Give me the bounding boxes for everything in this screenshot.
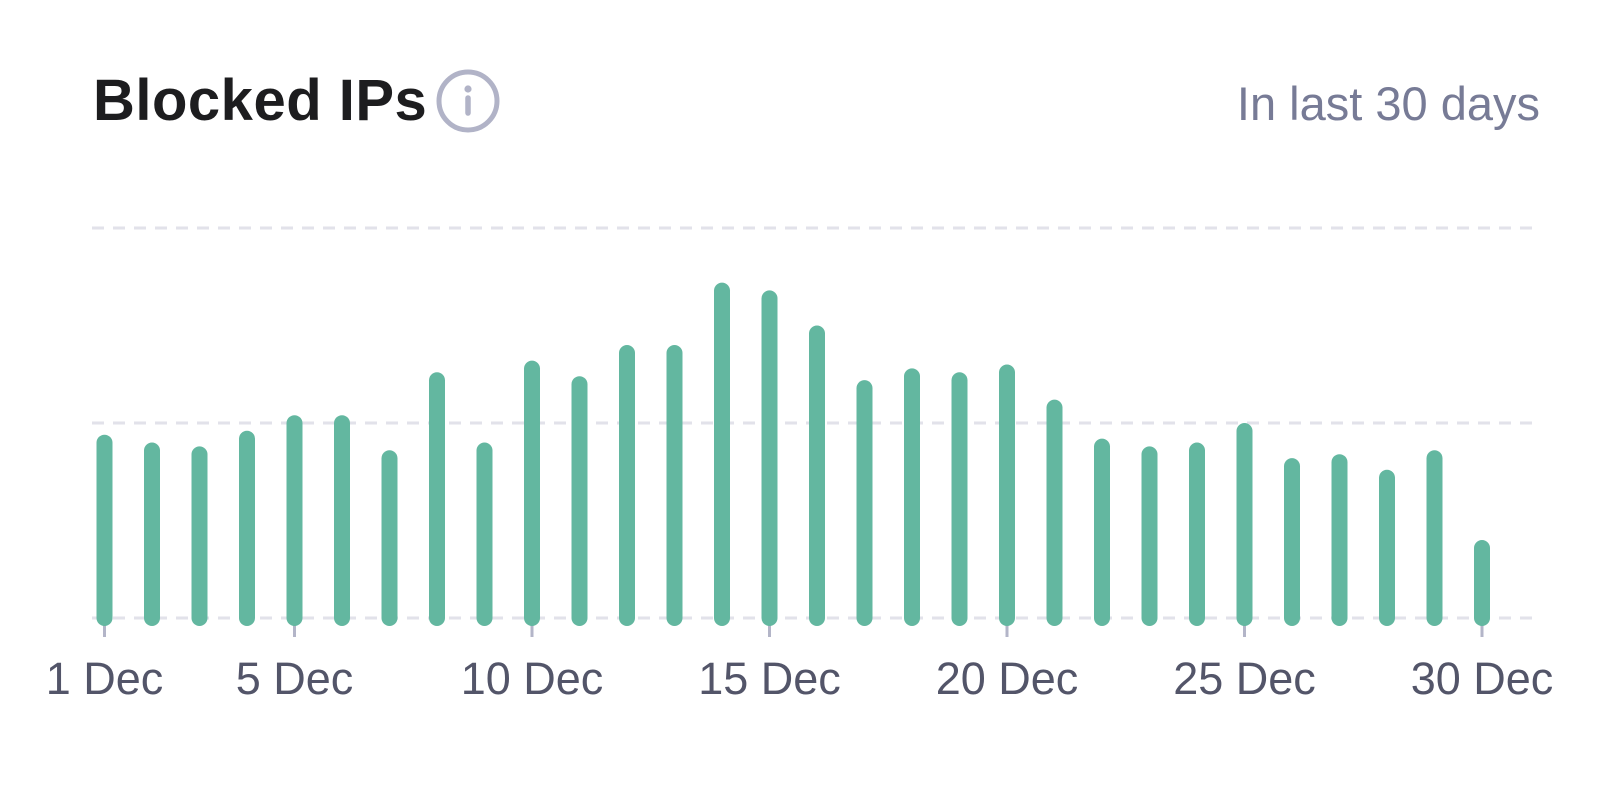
x-tick-label: 1 Dec: [46, 653, 164, 704]
bar-19-dec[interactable]: [951, 372, 968, 626]
bar-16-dec[interactable]: [809, 325, 825, 627]
bar-20-dec[interactable]: [999, 364, 1015, 627]
bar-27-dec[interactable]: [1331, 454, 1348, 626]
card-title: Blocked IPs: [93, 68, 428, 133]
x-axis-ticks: [103, 618, 1484, 637]
x-tick-label: 5 Dec: [236, 653, 354, 704]
bar-11-dec[interactable]: [571, 376, 588, 626]
x-tick-label: 20 Dec: [936, 653, 1079, 704]
bar-3-dec[interactable]: [191, 446, 208, 626]
bar-12-dec[interactable]: [619, 345, 635, 626]
bar-17-dec[interactable]: [856, 380, 873, 626]
bar-28-dec[interactable]: [1379, 469, 1395, 626]
x-tick-label: 30 Dec: [1411, 653, 1554, 704]
bar-2-dec[interactable]: [144, 442, 160, 627]
bar-7-dec[interactable]: [381, 450, 398, 626]
bar-26-dec[interactable]: [1284, 458, 1300, 626]
bar-4-dec[interactable]: [239, 430, 255, 626]
bar-15-dec[interactable]: [761, 290, 778, 626]
x-axis-labels: 1 Dec 5 Dec 10 Dec 15 Dec 20 Dec 25 Dec 30 Dec: [46, 653, 1554, 704]
period-label: In last 30 days: [1236, 77, 1540, 130]
bar-10-dec[interactable]: [524, 360, 540, 626]
card-header: Blocked IPs In last 30 days: [93, 68, 1540, 138]
bar-22-dec[interactable]: [1094, 438, 1110, 626]
bar-18-dec[interactable]: [904, 368, 920, 626]
bar-21-dec[interactable]: [1046, 399, 1063, 626]
x-tick-label: 10 Dec: [461, 653, 604, 704]
bar-30-dec[interactable]: [1474, 540, 1490, 626]
bar-5-dec[interactable]: [286, 415, 303, 626]
bar-13-dec[interactable]: [666, 345, 683, 626]
bar-24-dec[interactable]: [1189, 442, 1205, 627]
x-tick-label: 15 Dec: [698, 653, 841, 704]
bar-29-dec[interactable]: [1426, 450, 1443, 626]
bar-6-dec[interactable]: [334, 415, 350, 626]
bar-8-dec[interactable]: [429, 372, 445, 626]
chart-bars: [96, 282, 1490, 627]
bar-14-dec[interactable]: [714, 282, 730, 626]
bar-1-dec[interactable]: [96, 434, 113, 626]
x-tick-label: 25 Dec: [1173, 653, 1316, 704]
bar-25-dec[interactable]: [1236, 423, 1253, 626]
info-icon[interactable]: [435, 68, 501, 134]
bar-23-dec[interactable]: [1141, 446, 1158, 626]
bar-9-dec[interactable]: [476, 442, 493, 627]
